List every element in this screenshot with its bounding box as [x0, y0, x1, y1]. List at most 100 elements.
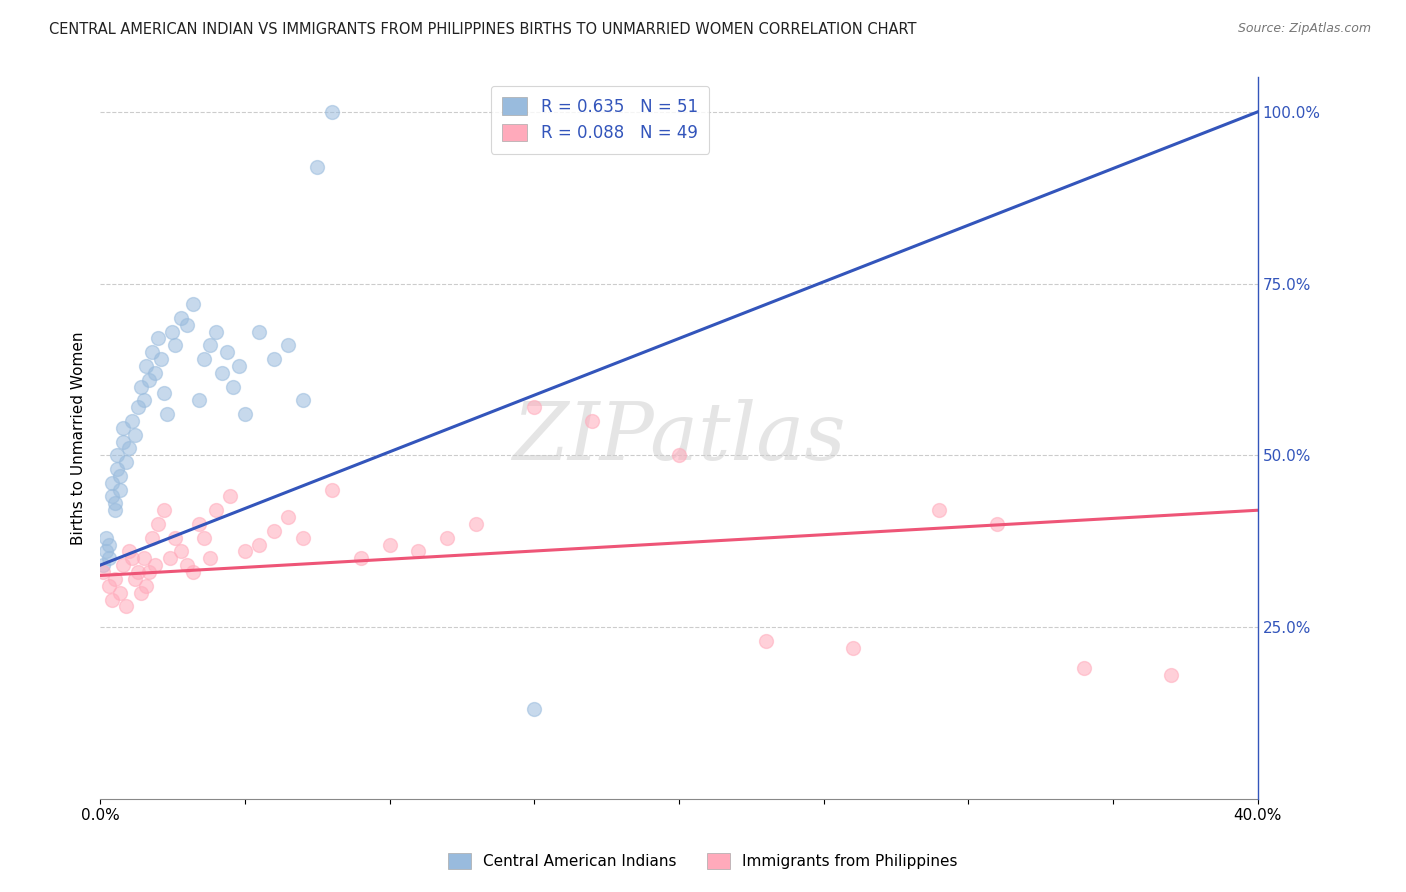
Point — [100, 475, 122, 490]
Point — [104, 503, 127, 517]
Point — [841, 640, 863, 655]
Point — [181, 297, 204, 311]
Point — [1160, 668, 1182, 682]
Point — [165, 338, 187, 352]
Point — [156, 407, 179, 421]
Legend: R = 0.635   N = 51, R = 0.088   N = 49: R = 0.635 N = 51, R = 0.088 N = 49 — [491, 86, 709, 153]
Point — [127, 565, 149, 579]
Legend: Central American Indians, Immigrants from Philippines: Central American Indians, Immigrants fro… — [441, 847, 965, 875]
Point — [1073, 661, 1095, 675]
Point — [97, 551, 120, 566]
Point — [94, 531, 117, 545]
Point — [112, 421, 135, 435]
Point — [523, 400, 546, 414]
Point — [170, 310, 193, 325]
Point — [233, 544, 256, 558]
Point — [349, 551, 371, 566]
Point — [115, 599, 138, 614]
Point — [91, 558, 114, 573]
Point — [408, 544, 430, 558]
Point — [181, 565, 204, 579]
Point — [176, 558, 198, 573]
Point — [129, 585, 152, 599]
Point — [928, 503, 950, 517]
Point — [159, 551, 181, 566]
Point — [100, 592, 122, 607]
Point — [91, 565, 114, 579]
Point — [121, 551, 143, 566]
Point — [668, 448, 690, 462]
Point — [138, 373, 160, 387]
Point — [141, 345, 163, 359]
Point — [247, 538, 270, 552]
Point — [165, 531, 187, 545]
Point — [146, 516, 169, 531]
Point — [112, 434, 135, 449]
Point — [170, 544, 193, 558]
Point — [228, 359, 250, 373]
Point — [198, 551, 221, 566]
Point — [193, 531, 215, 545]
Point — [187, 393, 209, 408]
Point — [110, 483, 132, 497]
Point — [146, 331, 169, 345]
Point — [187, 516, 209, 531]
Point — [112, 558, 135, 573]
Point — [205, 325, 228, 339]
Point — [97, 579, 120, 593]
Point — [581, 414, 603, 428]
Point — [143, 558, 166, 573]
Point — [153, 386, 176, 401]
Point — [263, 352, 285, 367]
Point — [205, 503, 228, 517]
Point — [436, 531, 458, 545]
Point — [110, 469, 132, 483]
Point — [124, 572, 146, 586]
Point — [291, 531, 314, 545]
Point — [211, 366, 233, 380]
Point — [233, 407, 256, 421]
Point — [132, 393, 155, 408]
Point — [135, 579, 157, 593]
Point — [118, 544, 141, 558]
Text: Source: ZipAtlas.com: Source: ZipAtlas.com — [1237, 22, 1371, 36]
Point — [263, 524, 285, 538]
Point — [141, 531, 163, 545]
Point — [986, 516, 1008, 531]
Point — [465, 516, 488, 531]
Point — [97, 538, 120, 552]
Point — [135, 359, 157, 373]
Point — [321, 483, 343, 497]
Point — [129, 379, 152, 393]
Point — [162, 325, 184, 339]
Point — [247, 325, 270, 339]
Point — [277, 510, 299, 524]
Point — [219, 490, 242, 504]
Point — [755, 633, 778, 648]
Point — [217, 345, 239, 359]
Point — [107, 448, 129, 462]
Point — [378, 538, 401, 552]
Point — [124, 427, 146, 442]
Point — [132, 551, 155, 566]
Point — [100, 490, 122, 504]
Point — [143, 366, 166, 380]
Point — [307, 160, 329, 174]
Point — [176, 318, 198, 332]
Point — [222, 379, 245, 393]
Point — [107, 462, 129, 476]
Point — [138, 565, 160, 579]
Point — [127, 400, 149, 414]
Point — [104, 496, 127, 510]
Point — [277, 338, 299, 352]
Point — [121, 414, 143, 428]
Point — [149, 352, 172, 367]
Point — [321, 104, 343, 119]
Point — [104, 572, 127, 586]
Point — [115, 455, 138, 469]
Point — [153, 503, 176, 517]
Point — [523, 702, 546, 716]
Y-axis label: Births to Unmarried Women: Births to Unmarried Women — [72, 331, 86, 545]
Point — [291, 393, 314, 408]
Text: CENTRAL AMERICAN INDIAN VS IMMIGRANTS FROM PHILIPPINES BIRTHS TO UNMARRIED WOMEN: CENTRAL AMERICAN INDIAN VS IMMIGRANTS FR… — [49, 22, 917, 37]
